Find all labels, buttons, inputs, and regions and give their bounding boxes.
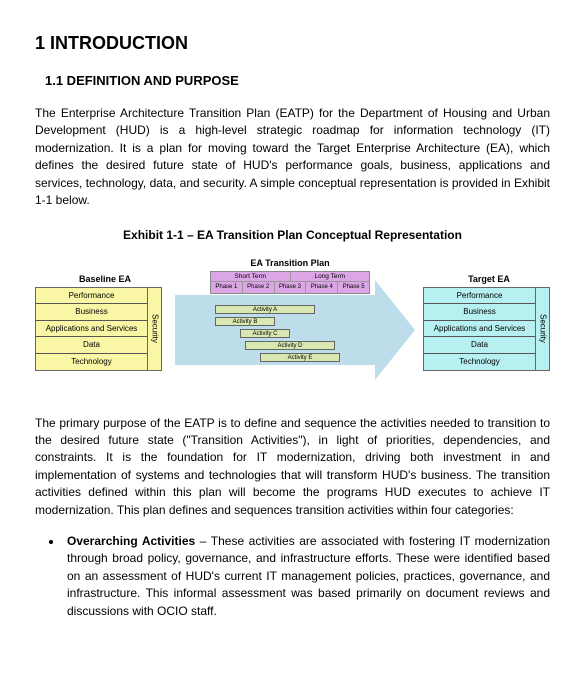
stack-row: Data xyxy=(36,337,147,354)
arrow-head xyxy=(375,280,415,380)
baseline-ea-stack: PerformanceBusinessApplications and Serv… xyxy=(35,287,162,371)
target-security-label: Security xyxy=(535,288,549,370)
stack-row: Performance xyxy=(424,288,535,305)
stack-row: Technology xyxy=(36,354,147,370)
transition-plan-panel: Short Term Long Term Phase 1Phase 2Phase… xyxy=(210,271,370,366)
transition-plan-title: EA Transition Plan xyxy=(210,257,370,270)
baseline-ea-title: Baseline EA xyxy=(35,273,175,286)
intro-paragraph-1: The Enterprise Architecture Transition P… xyxy=(35,105,550,209)
target-rows: PerformanceBusinessApplications and Serv… xyxy=(424,288,535,370)
activity-bar: Activity E xyxy=(260,353,340,362)
stack-row: Applications and Services xyxy=(36,321,147,338)
target-ea-stack: PerformanceBusinessApplications and Serv… xyxy=(423,287,550,371)
intro-paragraph-2: The primary purpose of the EATP is to de… xyxy=(35,415,550,519)
activity-bar: Activity A xyxy=(215,305,315,314)
heading-1-1: 1.1 DEFINITION AND PURPOSE xyxy=(45,72,550,91)
heading-1: 1 INTRODUCTION xyxy=(35,30,550,56)
baseline-security-label: Security xyxy=(147,288,161,370)
stack-row: Performance xyxy=(36,288,147,305)
baseline-rows: PerformanceBusinessApplications and Serv… xyxy=(36,288,147,370)
exhibit-caption: Exhibit 1-1 – EA Transition Plan Concept… xyxy=(35,227,550,244)
activity-bar: Activity C xyxy=(240,329,290,338)
ea-transition-diagram: Baseline EA PerformanceBusinessApplicati… xyxy=(35,255,555,395)
stack-row: Data xyxy=(424,337,535,354)
stack-row: Technology xyxy=(424,354,535,370)
activity-bar: Activity D xyxy=(245,341,335,350)
stack-row: Business xyxy=(424,304,535,321)
target-ea-title: Target EA xyxy=(423,273,555,286)
activity-bar: Activity B xyxy=(215,317,275,326)
activities-area: Activity A Activity B Activity C Activity D… xyxy=(210,271,370,366)
category-item-overarching: Overarching Activities – These activitie… xyxy=(63,533,550,620)
stack-row: Business xyxy=(36,304,147,321)
category-item-overarching-title: Overarching Activities xyxy=(67,534,195,548)
stack-row: Applications and Services xyxy=(424,321,535,338)
category-list: Overarching Activities – These activitie… xyxy=(63,533,550,620)
